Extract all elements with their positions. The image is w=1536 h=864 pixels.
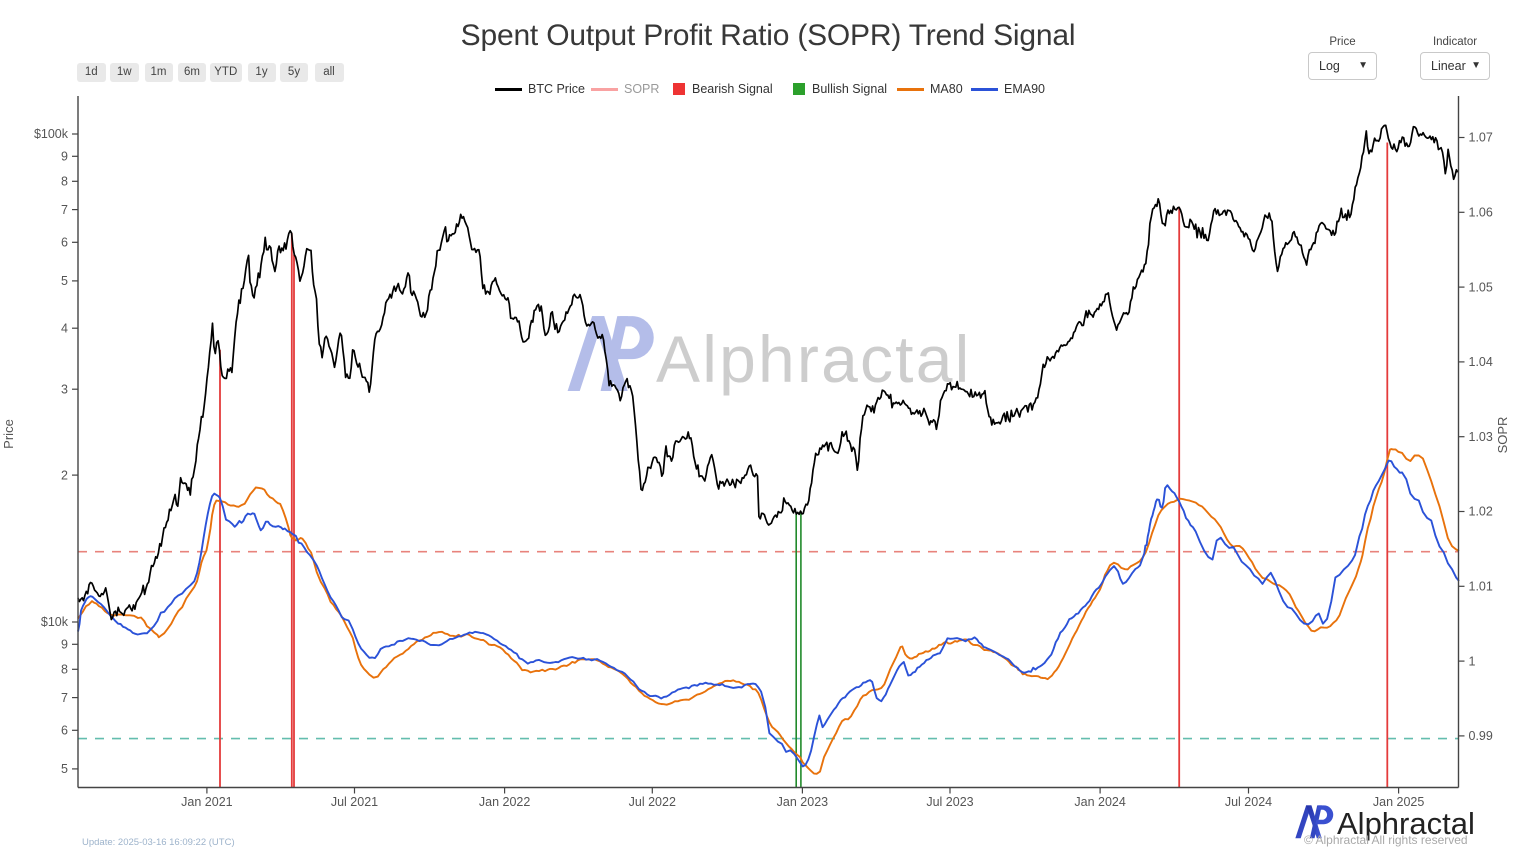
svg-text:Jan 2024: Jan 2024 [1074, 795, 1125, 809]
svg-text:Alphractal: Alphractal [656, 322, 972, 396]
svg-text:SOPR: SOPR [1495, 417, 1510, 454]
svg-text:Jul 2023: Jul 2023 [926, 795, 973, 809]
svg-text:$100k: $100k [34, 127, 69, 141]
svg-text:6: 6 [61, 724, 68, 738]
svg-text:5: 5 [61, 762, 68, 776]
svg-text:9: 9 [61, 638, 68, 652]
svg-text:Jan 2023: Jan 2023 [777, 795, 828, 809]
svg-text:Jan 2025: Jan 2025 [1373, 795, 1424, 809]
svg-text:0.99: 0.99 [1469, 729, 1493, 743]
svg-text:1.05: 1.05 [1469, 280, 1493, 294]
svg-text:Jul 2021: Jul 2021 [331, 795, 378, 809]
svg-text:1.01: 1.01 [1469, 580, 1493, 594]
svg-text:4: 4 [61, 321, 68, 335]
svg-text:Jul 2024: Jul 2024 [1225, 795, 1272, 809]
svg-text:1.02: 1.02 [1469, 505, 1493, 519]
svg-text:1.04: 1.04 [1469, 355, 1493, 369]
svg-text:Jan 2022: Jan 2022 [479, 795, 530, 809]
svg-text:Jul 2022: Jul 2022 [629, 795, 676, 809]
svg-text:8: 8 [61, 175, 68, 189]
svg-text:$10k: $10k [41, 615, 69, 629]
svg-text:Jan 2021: Jan 2021 [181, 795, 232, 809]
svg-text:3: 3 [61, 382, 68, 396]
svg-text:Price: Price [1, 419, 16, 449]
svg-text:9: 9 [61, 150, 68, 164]
svg-text:1.03: 1.03 [1469, 430, 1493, 444]
svg-text:1.07: 1.07 [1469, 131, 1493, 145]
svg-text:7: 7 [61, 203, 68, 217]
svg-text:6: 6 [61, 236, 68, 250]
svg-text:1.06: 1.06 [1469, 206, 1493, 220]
svg-text:7: 7 [61, 691, 68, 705]
svg-text:1: 1 [1469, 654, 1476, 668]
svg-text:2: 2 [61, 468, 68, 482]
svg-text:8: 8 [61, 663, 68, 677]
svg-text:5: 5 [61, 274, 68, 288]
